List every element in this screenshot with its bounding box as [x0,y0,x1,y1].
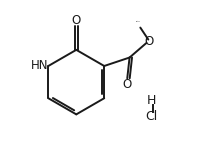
Text: HN: HN [31,59,49,72]
Text: O: O [123,78,132,91]
Text: H: H [147,94,156,107]
Text: O: O [144,35,153,48]
Text: methyl: methyl [136,21,141,22]
Text: O: O [72,14,81,27]
Text: Cl: Cl [146,110,158,123]
